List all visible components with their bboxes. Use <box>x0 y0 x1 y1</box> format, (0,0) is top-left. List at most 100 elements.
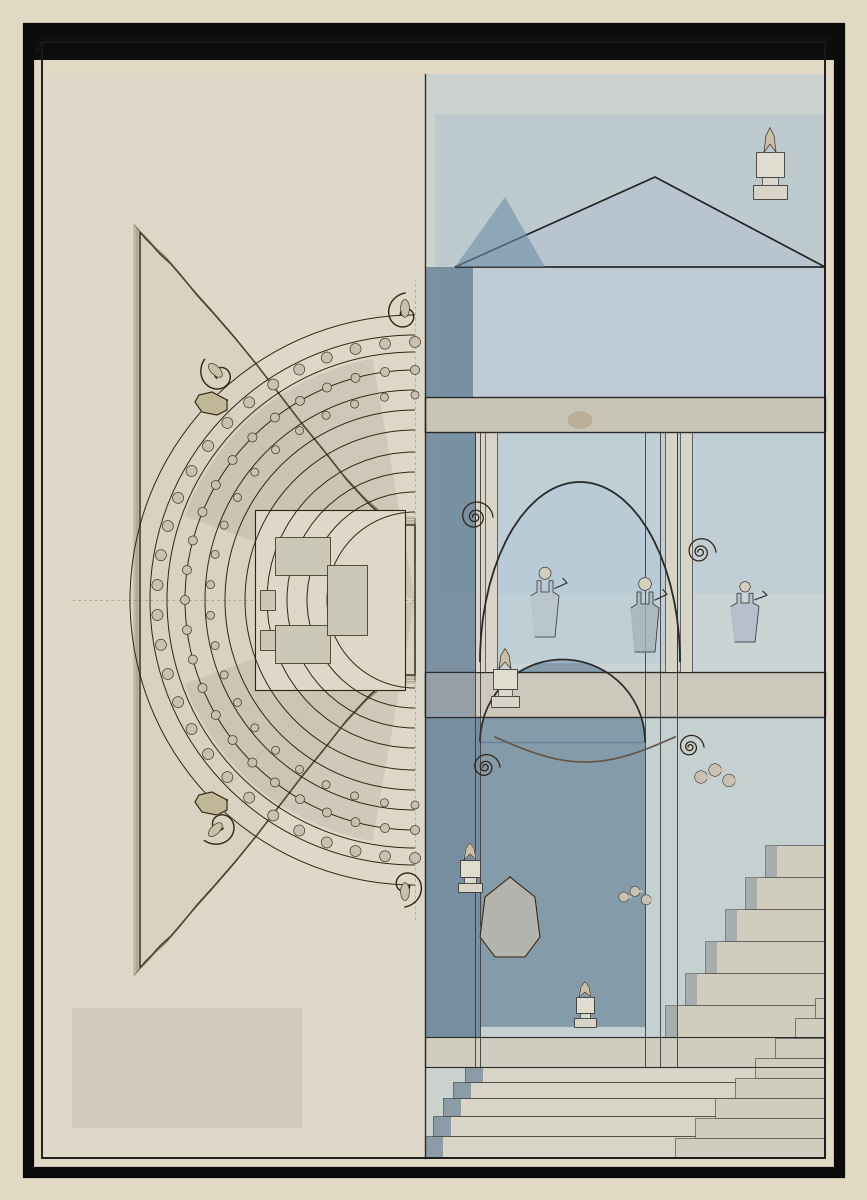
Bar <box>453 1082 797 1098</box>
Ellipse shape <box>715 768 726 772</box>
Circle shape <box>411 802 419 809</box>
Bar <box>260 590 275 610</box>
Bar <box>275 625 330 662</box>
Bar <box>425 266 473 397</box>
Bar <box>425 432 475 672</box>
Circle shape <box>639 577 651 590</box>
Circle shape <box>203 749 213 760</box>
Bar <box>327 565 367 635</box>
Polygon shape <box>464 842 476 859</box>
Bar <box>665 1006 677 1037</box>
Circle shape <box>198 508 207 516</box>
Bar <box>491 696 519 707</box>
Circle shape <box>351 817 360 827</box>
Bar <box>260 630 275 650</box>
Circle shape <box>248 433 257 442</box>
Bar <box>725 910 825 941</box>
Ellipse shape <box>635 889 643 893</box>
Circle shape <box>162 668 173 679</box>
Circle shape <box>222 772 233 782</box>
Bar <box>460 859 480 877</box>
Bar <box>705 941 825 973</box>
Circle shape <box>212 710 220 720</box>
Bar <box>425 1136 443 1158</box>
Bar <box>255 510 405 690</box>
Circle shape <box>409 852 420 864</box>
Bar <box>665 1006 825 1037</box>
Bar <box>815 998 825 1018</box>
Bar <box>443 1098 461 1116</box>
Bar <box>465 1067 785 1082</box>
Bar <box>755 1058 825 1078</box>
Circle shape <box>233 493 242 502</box>
Polygon shape <box>764 127 776 152</box>
Polygon shape <box>140 232 415 968</box>
Circle shape <box>244 792 255 803</box>
Circle shape <box>173 492 184 503</box>
Bar <box>425 1037 825 1067</box>
Circle shape <box>723 774 735 787</box>
Circle shape <box>381 367 389 377</box>
Ellipse shape <box>401 300 409 317</box>
Bar <box>475 432 487 672</box>
Bar <box>425 74 825 1158</box>
Bar <box>685 973 825 1006</box>
Circle shape <box>539 568 551 580</box>
Bar <box>580 1013 590 1019</box>
Circle shape <box>268 379 278 390</box>
Circle shape <box>248 758 257 767</box>
Bar <box>695 1118 825 1138</box>
Circle shape <box>212 551 219 558</box>
Polygon shape <box>455 197 545 266</box>
Circle shape <box>155 640 166 650</box>
Bar <box>445 266 825 397</box>
Circle shape <box>244 397 255 408</box>
Bar <box>765 845 825 877</box>
Bar <box>425 672 475 716</box>
Bar <box>485 432 497 672</box>
Circle shape <box>381 394 388 401</box>
Circle shape <box>228 736 237 744</box>
Circle shape <box>410 826 420 834</box>
Circle shape <box>251 724 258 732</box>
Ellipse shape <box>208 364 222 377</box>
Polygon shape <box>499 648 511 668</box>
Bar <box>775 1038 825 1058</box>
Circle shape <box>294 364 304 374</box>
Circle shape <box>162 521 173 532</box>
Bar <box>453 1082 471 1098</box>
Circle shape <box>322 412 330 419</box>
Bar <box>680 432 692 672</box>
Circle shape <box>322 352 332 364</box>
Bar <box>465 1067 483 1082</box>
Bar <box>735 1078 825 1098</box>
Circle shape <box>220 521 228 529</box>
Circle shape <box>350 343 361 354</box>
Bar <box>576 997 594 1013</box>
Circle shape <box>198 684 207 692</box>
Bar <box>480 716 825 1037</box>
Circle shape <box>222 418 233 428</box>
Polygon shape <box>731 593 759 642</box>
Circle shape <box>630 887 640 896</box>
Ellipse shape <box>623 895 632 899</box>
Circle shape <box>228 456 237 464</box>
Circle shape <box>323 808 331 817</box>
Polygon shape <box>480 877 540 958</box>
Bar <box>753 185 786 199</box>
Ellipse shape <box>401 883 409 900</box>
Bar <box>795 1018 825 1038</box>
Bar <box>475 432 825 672</box>
Wedge shape <box>185 600 415 841</box>
Bar <box>425 716 480 1037</box>
Circle shape <box>212 642 219 649</box>
Circle shape <box>188 536 198 545</box>
Circle shape <box>212 480 220 490</box>
Bar <box>745 877 825 910</box>
Bar <box>42 74 425 1158</box>
Circle shape <box>220 671 228 679</box>
Circle shape <box>740 582 750 592</box>
Bar <box>425 397 825 432</box>
Polygon shape <box>195 792 227 815</box>
Polygon shape <box>455 176 825 266</box>
